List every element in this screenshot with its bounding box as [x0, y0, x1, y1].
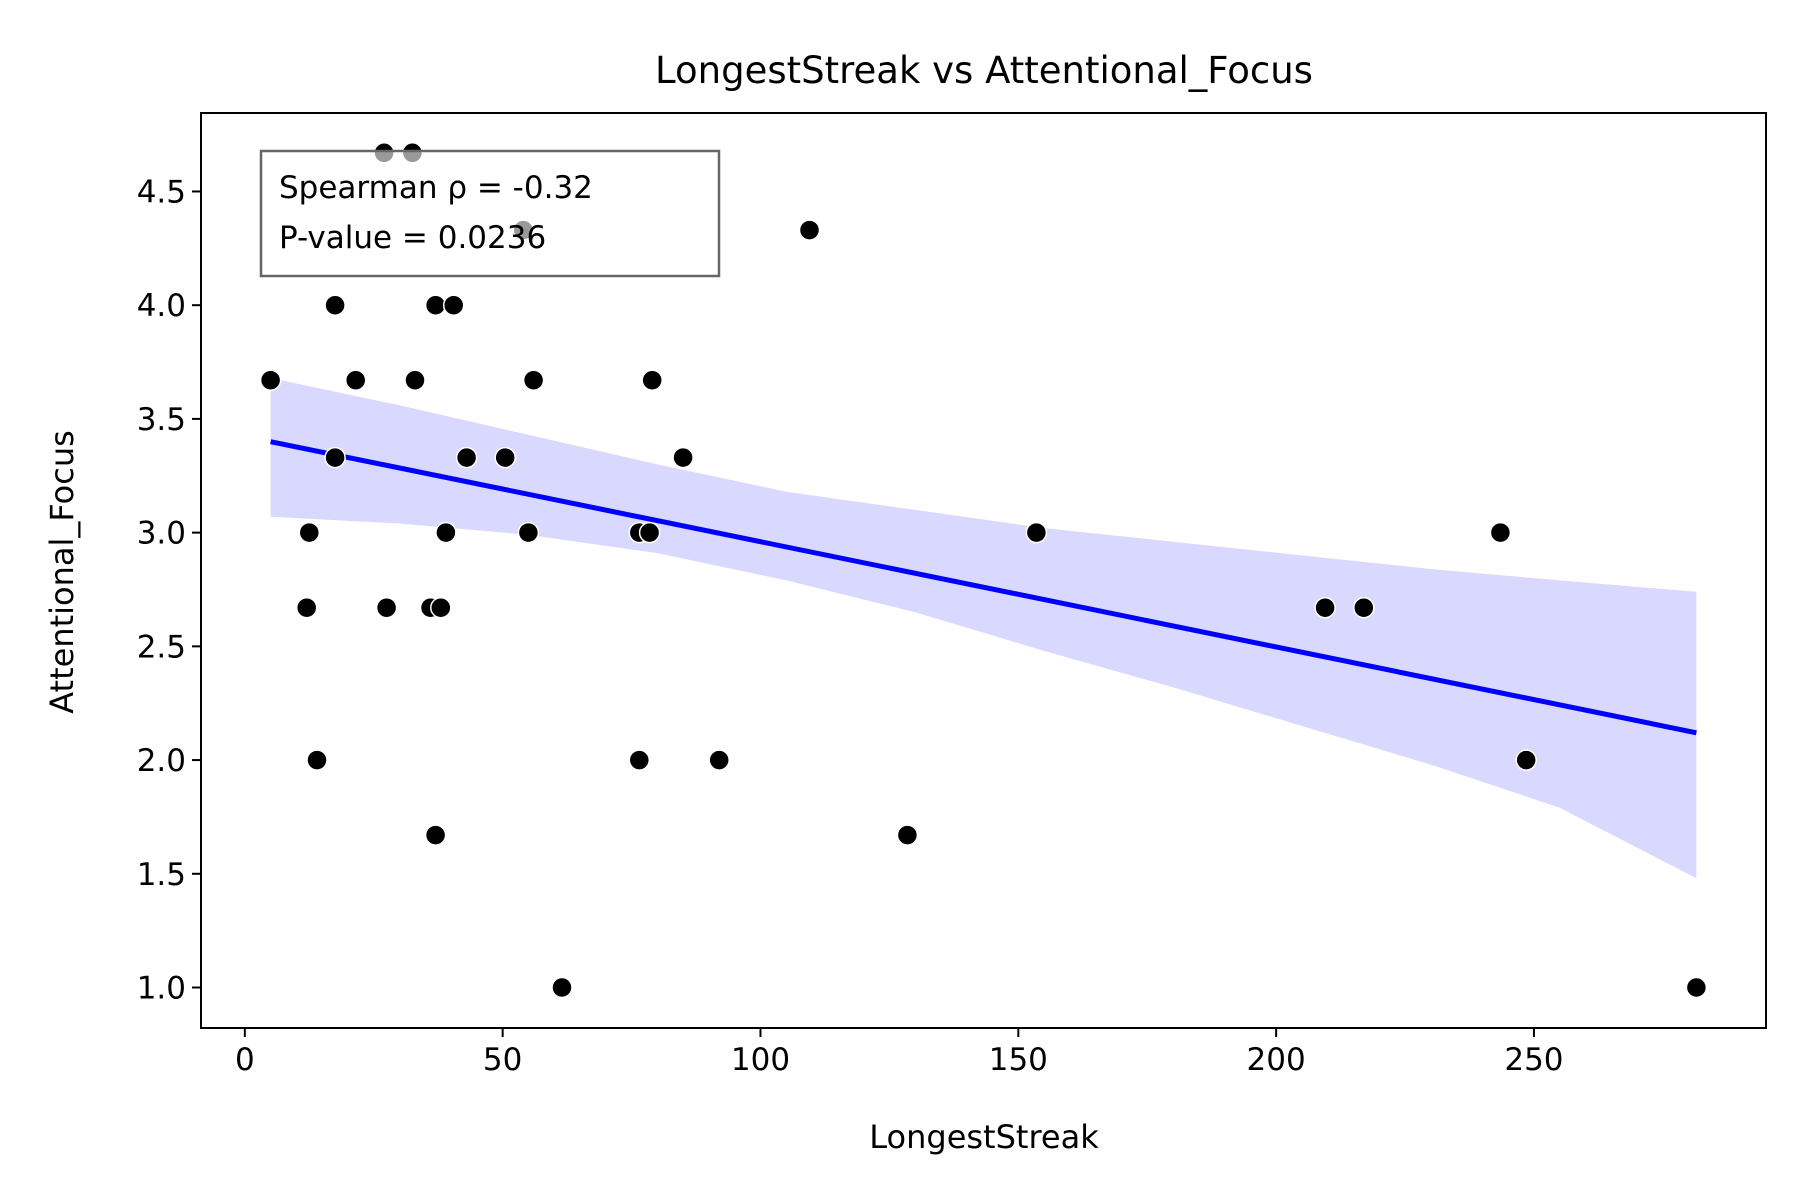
- data-point: [641, 369, 663, 391]
- y-tick-label: 4.0: [137, 288, 186, 324]
- y-tick-label: 2.0: [137, 743, 186, 779]
- data-point: [551, 976, 573, 999]
- data-point: [324, 446, 346, 469]
- data-point: [430, 596, 452, 619]
- data-point: [455, 446, 478, 469]
- data-point: [424, 824, 447, 846]
- x-tick-label: 100: [731, 1042, 790, 1078]
- data-point: [435, 521, 457, 544]
- annotation-frame: [259, 149, 721, 278]
- x-tick-label: 250: [1504, 1042, 1563, 1078]
- data-point: [324, 294, 346, 316]
- regression-line-layer: [270, 439, 1697, 736]
- y-tick-label: 3.0: [137, 516, 186, 552]
- data-point: [298, 521, 321, 544]
- data-point: [306, 749, 328, 771]
- data-point: [1025, 521, 1048, 544]
- y-tick-label: 1.5: [137, 857, 186, 893]
- data-point: [896, 824, 919, 846]
- y-axis-label: Attentional_Focus: [43, 430, 81, 714]
- x-tick-label: 0: [235, 1042, 255, 1078]
- annotation-spearman: Spearman ρ = -0.32: [279, 170, 593, 206]
- data-point: [1314, 596, 1336, 619]
- y-tick-label: 1.0: [137, 971, 186, 1007]
- data-point: [798, 219, 821, 241]
- data-point: [295, 596, 318, 619]
- data-point: [1685, 976, 1708, 999]
- data-point: [708, 749, 730, 771]
- data-point: [522, 369, 545, 391]
- data-point: [628, 749, 651, 771]
- x-tick-label: 200: [1247, 1042, 1306, 1078]
- annotation-pvalue: P-value = 0.0236: [279, 220, 546, 256]
- data-point: [344, 369, 367, 391]
- x-tick-label: 150: [989, 1042, 1048, 1078]
- data-point: [1515, 749, 1537, 771]
- y-tick-label: 3.5: [137, 402, 186, 438]
- stats-annotation-box: Spearman ρ = -0.32 P-value = 0.0236: [259, 149, 721, 278]
- data-point: [375, 596, 398, 619]
- data-point: [1489, 521, 1512, 544]
- data-point: [424, 294, 447, 316]
- data-point: [494, 446, 516, 469]
- data-point: [638, 521, 661, 544]
- data-point: [259, 369, 282, 391]
- data-point: [404, 369, 426, 391]
- y-tick-label: 2.5: [137, 629, 186, 665]
- data-point: [1353, 596, 1375, 619]
- data-point: [517, 521, 540, 544]
- data-point: [672, 446, 694, 469]
- data-points-layer: [259, 142, 1708, 999]
- x-tick-label: 50: [483, 1042, 522, 1078]
- confidence-band-layer: [270, 378, 1697, 879]
- data-point: [442, 294, 465, 316]
- x-axis-ticks: 0 50 100 150 200 250: [235, 1028, 1564, 1078]
- x-axis-label: LongestStreak: [869, 1118, 1099, 1156]
- y-tick-label: 4.5: [137, 174, 186, 210]
- confidence-band: [270, 378, 1697, 879]
- plot-area-frame: [200, 112, 1767, 1029]
- y-axis-ticks: 1.0 1.5 2.0 2.5 3.0 3.5 4.0 4.5: [137, 174, 201, 1007]
- chart-title: LongestStreak vs Attentional_Focus: [655, 49, 1313, 92]
- regression-line: [270, 439, 1697, 736]
